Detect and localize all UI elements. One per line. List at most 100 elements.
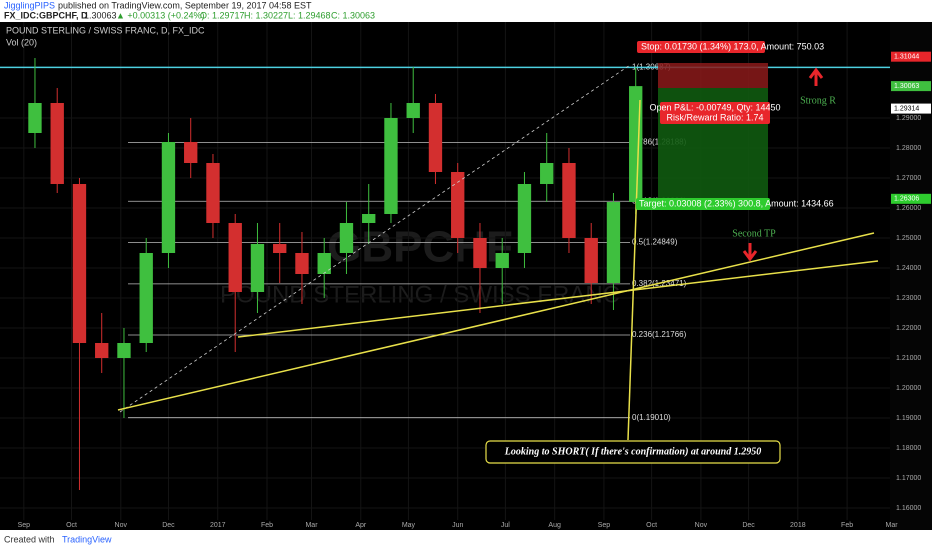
change: ▲ +0.00313 (+0.24%): [116, 10, 204, 20]
footer-created: Created with: [4, 534, 55, 544]
price-label-bg: [891, 81, 931, 92]
y-tick-label: 1.18000: [896, 445, 921, 452]
trendline: [117, 232, 875, 411]
x-tick-label: Nov: [695, 522, 708, 529]
last-price: 1.30063: [84, 10, 117, 20]
candle-body: [540, 163, 554, 184]
stop-zone: [658, 63, 768, 88]
candle-body: [473, 238, 487, 268]
y-tick-label: 1.28000: [896, 145, 921, 152]
candle-body: [384, 118, 398, 214]
x-tick-label: Mar: [305, 522, 318, 529]
y-tick-label: 1.17000: [896, 475, 921, 482]
x-tick-label: Oct: [646, 522, 657, 529]
pnl-box: [660, 102, 770, 124]
indicator: Vol (20): [6, 37, 37, 47]
y-tick-label: 1.27000: [896, 175, 921, 182]
y-tick-label: 1.19000: [896, 415, 921, 422]
stop-box: [637, 41, 765, 53]
x-tick-label: Dec: [162, 522, 175, 529]
candle-body: [517, 184, 532, 253]
price-label: 1.30063: [894, 83, 919, 90]
fib-label: 0.236(1.21766): [632, 330, 687, 339]
callout-box: [485, 440, 781, 464]
x-tick-label: Aug: [548, 522, 561, 529]
candle-body: [117, 343, 131, 358]
candle-body: [606, 202, 621, 283]
header-bg: [0, 0, 932, 22]
arrow-up: [808, 67, 824, 86]
pnl-label: Open P&L: -0.00749, Qty: 14450: [649, 102, 780, 112]
x-tick-label: Jun: [452, 522, 463, 529]
chart-title: POUND STERLING / SWISS FRANC, D, FX_IDC: [6, 25, 205, 35]
open: O: 1.29717: [200, 10, 245, 20]
x-tick-label: Nov: [115, 522, 128, 529]
target-label: Target: 0.03008 (2.33%) 300.8, Amount: 1…: [639, 198, 834, 208]
x-tick-label: 2018: [790, 522, 806, 529]
published: published on TradingView.com, September …: [58, 0, 312, 10]
x-tick-label: Apr: [355, 522, 367, 529]
trendline: [237, 260, 879, 338]
candle-body: [95, 343, 109, 358]
watermark: POUND STERLING / SWISS FRANC: [220, 281, 620, 308]
publisher[interactable]: JigglingPIPS: [4, 0, 55, 10]
callout-text: Looking to SHORT( If there's confirmatio…: [504, 446, 761, 457]
candle-body: [250, 244, 265, 292]
x-tick-label: Sep: [598, 522, 611, 529]
fib-label: 0(1.19010): [632, 413, 671, 422]
x-tick-label: Jul: [501, 522, 510, 529]
y-tick-label: 1.16000: [896, 505, 921, 512]
price-label-bg: [891, 103, 931, 114]
stop-label: Stop: 0.01730 (1.34%) 173.0, Amount: 750…: [641, 41, 824, 51]
x-tick-label: Oct: [66, 522, 77, 529]
candle-body: [406, 103, 420, 118]
candle-body: [161, 142, 176, 253]
candle-body: [451, 172, 465, 238]
x-tick-label: Dec: [742, 522, 755, 529]
candle-body: [317, 253, 331, 274]
price-label: 1.29314: [894, 105, 919, 112]
close: C: 1.30063: [331, 10, 375, 20]
candle-body: [339, 223, 354, 253]
high: H: 1.30227: [244, 10, 288, 20]
y-tick-label: 1.24000: [896, 265, 921, 272]
strong-r: Strong R: [800, 95, 836, 106]
price-label: 1.26306: [894, 196, 919, 203]
candle-body: [184, 142, 198, 163]
x-tick-label: Feb: [261, 522, 273, 529]
candle-body: [273, 244, 287, 253]
price-label-bg: [891, 193, 931, 204]
y-tick-label: 1.22000: [896, 325, 921, 332]
target-box: [636, 198, 770, 210]
candle-body: [562, 163, 576, 238]
candle-body: [495, 253, 509, 268]
footer-bg: [0, 530, 932, 550]
y-tick-label: 1.26000: [896, 205, 921, 212]
footer-brand[interactable]: TradingView: [62, 534, 112, 544]
x-tick-label: Sep: [18, 522, 31, 529]
x-tick-label: 2017: [210, 522, 226, 529]
callout-pointer: [627, 99, 641, 441]
candle-body: [584, 238, 598, 283]
price-label-bg: [891, 51, 931, 62]
candle-body: [50, 103, 64, 184]
symbol: FX_IDC:GBPCHF, D: [4, 10, 88, 20]
y-tick-label: 1.29000: [896, 115, 921, 122]
candle-body: [295, 253, 309, 274]
candle-body: [362, 214, 376, 223]
candle-body: [206, 163, 220, 223]
y-tick-label: 1.25000: [896, 235, 921, 242]
x-tick-label: Feb: [841, 522, 853, 529]
candle-body: [228, 223, 242, 292]
price-scale-bg: [890, 22, 932, 530]
x-tick-label: May: [402, 522, 416, 529]
fib-anchor-line: [119, 64, 631, 413]
price-label: 1.31044: [894, 54, 919, 61]
candle-body: [72, 184, 87, 343]
second-tp: Second TP: [732, 228, 776, 239]
candle-body: [139, 253, 153, 343]
low: L: 1.29468: [288, 10, 331, 20]
fib-label: 0.5(1.24849): [632, 238, 678, 247]
candle-body: [28, 103, 42, 133]
